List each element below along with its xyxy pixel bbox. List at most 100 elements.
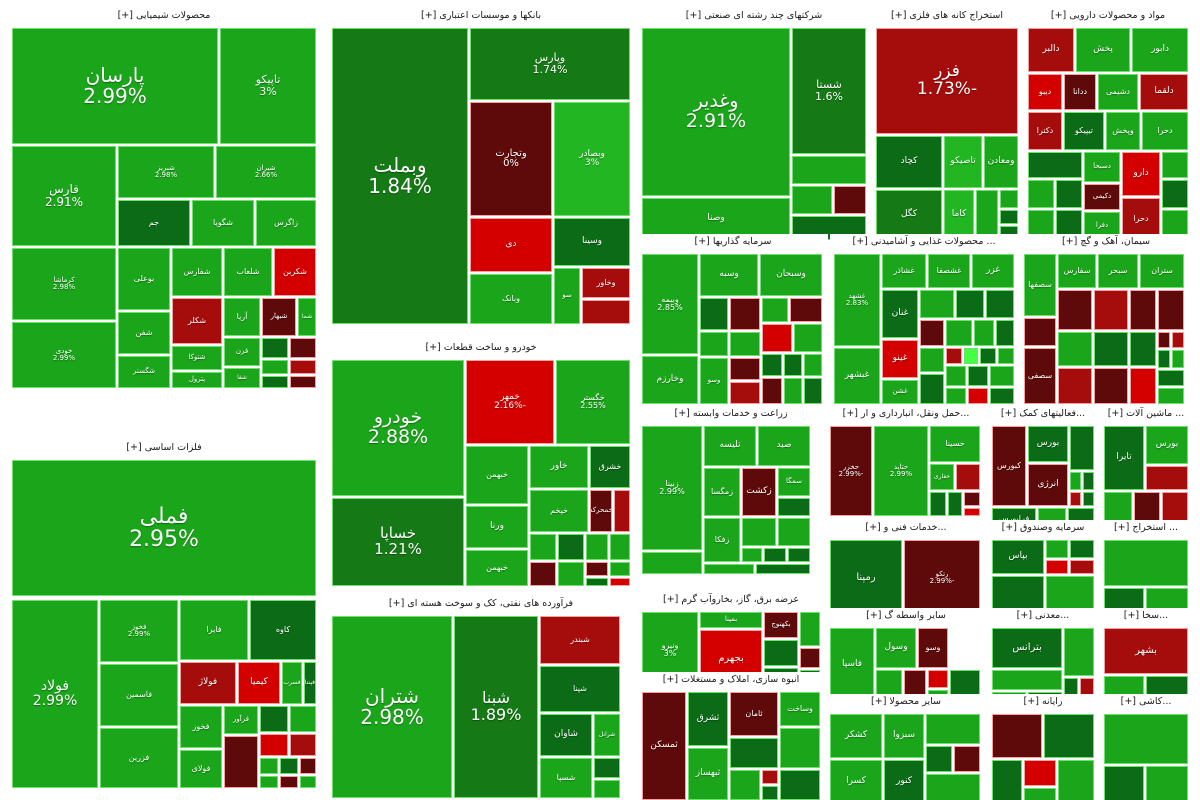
symbol-tile[interactable] bbox=[1070, 560, 1094, 574]
symbol-tile[interactable]: فخوز 2.99% bbox=[100, 600, 178, 662]
symbol-tile[interactable] bbox=[804, 354, 822, 376]
symbol-tile[interactable]: کاوه bbox=[250, 600, 316, 660]
symbol-tile[interactable]: دسبحا bbox=[1084, 152, 1120, 182]
symbol-tile[interactable] bbox=[1058, 290, 1092, 330]
symbol-tile[interactable]: وخاور bbox=[582, 268, 630, 298]
symbol-tile[interactable]: زفکا bbox=[704, 518, 740, 562]
sector-title[interactable]: شرکتهای چند رشته ای صنعتی [+] bbox=[638, 8, 870, 24]
symbol-tile[interactable] bbox=[1146, 466, 1188, 490]
sector-group[interactable]: سایر واسطه گ [+] فاسپا وسول وسو bbox=[826, 608, 986, 702]
symbol-tile[interactable]: زکشت bbox=[742, 468, 776, 516]
symbol-tile[interactable]: سبزوا bbox=[884, 714, 924, 758]
sector-title[interactable]: ... محصولات غذایی و آشامیدنی [+] bbox=[830, 234, 1018, 250]
symbol-tile[interactable] bbox=[920, 348, 944, 372]
symbol-tile[interactable] bbox=[1083, 492, 1094, 506]
symbol-tile[interactable] bbox=[582, 300, 630, 324]
symbol-tile[interactable]: پترول bbox=[172, 372, 222, 388]
symbol-tile[interactable]: وسبه bbox=[700, 254, 758, 296]
symbol-tile[interactable] bbox=[262, 338, 288, 358]
symbol-tile[interactable]: دکترا bbox=[1028, 112, 1062, 150]
symbol-tile[interactable] bbox=[730, 358, 760, 380]
symbol-tile[interactable] bbox=[764, 548, 786, 562]
symbol-tile[interactable] bbox=[730, 382, 760, 404]
symbol-tile[interactable]: شفن bbox=[118, 312, 170, 354]
symbol-tile[interactable] bbox=[610, 562, 630, 576]
symbol-tile[interactable] bbox=[586, 534, 608, 560]
symbol-tile[interactable]: غشاذر bbox=[882, 254, 926, 288]
sector-title[interactable]: ...کاشی [+] bbox=[1100, 694, 1192, 710]
symbol-tile[interactable]: غینو bbox=[882, 340, 918, 378]
symbol-tile[interactable] bbox=[1094, 290, 1128, 330]
symbol-tile[interactable] bbox=[1162, 180, 1188, 208]
symbol-tile[interactable]: غزر bbox=[972, 254, 1014, 288]
symbol-tile[interactable]: وتجارت 0% bbox=[470, 102, 552, 216]
symbol-tile[interactable]: دحرا bbox=[1122, 198, 1160, 240]
symbol-tile[interactable]: خشرق bbox=[590, 446, 630, 488]
symbol-tile[interactable] bbox=[992, 714, 1042, 758]
symbol-tile[interactable] bbox=[1158, 350, 1170, 368]
symbol-tile[interactable]: بورس bbox=[1146, 426, 1188, 464]
symbol-tile[interactable] bbox=[260, 776, 278, 788]
sector-group[interactable]: استخراج کانه های فلزی [+] فزر -1.73% کچاد کگ… bbox=[872, 8, 1022, 240]
symbol-tile[interactable] bbox=[1064, 628, 1094, 676]
symbol-tile[interactable]: انرژی bbox=[1028, 464, 1068, 506]
symbol-tile[interactable]: حفاری bbox=[930, 464, 954, 490]
symbol-tile[interactable]: خساپا 1.21% bbox=[332, 498, 464, 586]
symbol-tile[interactable] bbox=[1172, 350, 1184, 368]
symbol-tile[interactable] bbox=[704, 564, 754, 574]
symbol-tile[interactable] bbox=[742, 518, 776, 546]
symbol-tile[interactable]: شگستر bbox=[118, 356, 170, 388]
symbol-tile[interactable] bbox=[946, 320, 972, 346]
symbol-tile[interactable] bbox=[290, 338, 316, 358]
sector-title[interactable]: رایانه [+] bbox=[988, 694, 1098, 710]
symbol-tile[interactable]: وبملت 1.84% bbox=[332, 28, 468, 324]
symbol-tile[interactable]: دحرا bbox=[1142, 112, 1188, 150]
sector-group[interactable]: سرمایه گذاریها [+] وبیمه 2.85% وخارزم وسبه وس… bbox=[638, 234, 828, 404]
symbol-tile[interactable] bbox=[300, 776, 316, 788]
sector-title[interactable]: ... ماشین آلات [+] bbox=[1100, 406, 1192, 422]
sector-title[interactable]: سیمان، آهک و گچ [+] bbox=[1020, 234, 1192, 250]
symbol-tile[interactable]: کرماشا 2.98% bbox=[12, 248, 116, 320]
symbol-tile[interactable] bbox=[784, 354, 802, 376]
symbol-tile[interactable] bbox=[1104, 540, 1188, 586]
symbol-tile[interactable] bbox=[930, 492, 946, 516]
sector-group[interactable]: رایانه [+] bbox=[988, 694, 1098, 800]
symbol-tile[interactable] bbox=[990, 366, 1014, 386]
symbol-tile[interactable]: شما bbox=[298, 298, 316, 336]
symbol-tile[interactable] bbox=[1056, 180, 1082, 208]
symbol-tile[interactable] bbox=[1070, 426, 1094, 470]
symbol-tile[interactable]: بکهنوج bbox=[764, 612, 798, 638]
symbol-tile[interactable] bbox=[762, 298, 788, 322]
sector-title[interactable]: ...حمل ونقل، انبارداری و ار [+] bbox=[826, 406, 986, 422]
symbol-tile[interactable] bbox=[794, 324, 822, 352]
symbol-tile[interactable]: تیپیکو bbox=[1064, 112, 1104, 150]
symbol-tile[interactable]: سبحر bbox=[1098, 254, 1138, 288]
symbol-tile[interactable]: شپنا bbox=[540, 666, 620, 712]
symbol-tile[interactable] bbox=[1024, 788, 1056, 800]
symbol-tile[interactable] bbox=[926, 746, 952, 772]
sector-title[interactable]: مواد و محصولات دارویی [+] bbox=[1024, 8, 1192, 24]
symbol-tile[interactable] bbox=[1130, 290, 1156, 330]
symbol-tile[interactable] bbox=[1130, 332, 1156, 366]
symbol-tile[interactable] bbox=[964, 508, 980, 516]
symbol-tile[interactable] bbox=[928, 670, 948, 688]
symbol-tile[interactable] bbox=[610, 578, 630, 586]
symbol-tile[interactable]: فملی 2.95% bbox=[12, 460, 316, 596]
sector-title[interactable]: انبوه سازی، املاک و مستغلات [+] bbox=[638, 672, 824, 688]
symbol-tile[interactable] bbox=[1000, 210, 1018, 224]
symbol-tile[interactable] bbox=[1058, 760, 1094, 800]
symbol-tile[interactable] bbox=[1058, 368, 1092, 404]
symbol-tile[interactable] bbox=[762, 324, 792, 352]
symbol-tile[interactable] bbox=[300, 758, 316, 774]
symbol-tile[interactable] bbox=[946, 348, 962, 364]
symbol-tile[interactable]: شبهار bbox=[262, 298, 296, 336]
symbol-tile[interactable]: خاور bbox=[530, 446, 588, 488]
sector-title[interactable]: فرآورده های نفتی، کک و سوخت هسته ای [+] bbox=[328, 596, 634, 612]
symbol-tile[interactable] bbox=[964, 492, 980, 506]
sector-title[interactable]: ...معدنی [+] bbox=[988, 608, 1098, 624]
symbol-tile[interactable]: غبشهر bbox=[834, 348, 880, 404]
symbol-tile[interactable] bbox=[642, 552, 702, 574]
symbol-tile[interactable] bbox=[530, 534, 556, 560]
symbol-tile[interactable]: شفا bbox=[224, 368, 260, 388]
sector-title[interactable]: بانکها و موسسات اعتباری [+] bbox=[328, 8, 634, 24]
